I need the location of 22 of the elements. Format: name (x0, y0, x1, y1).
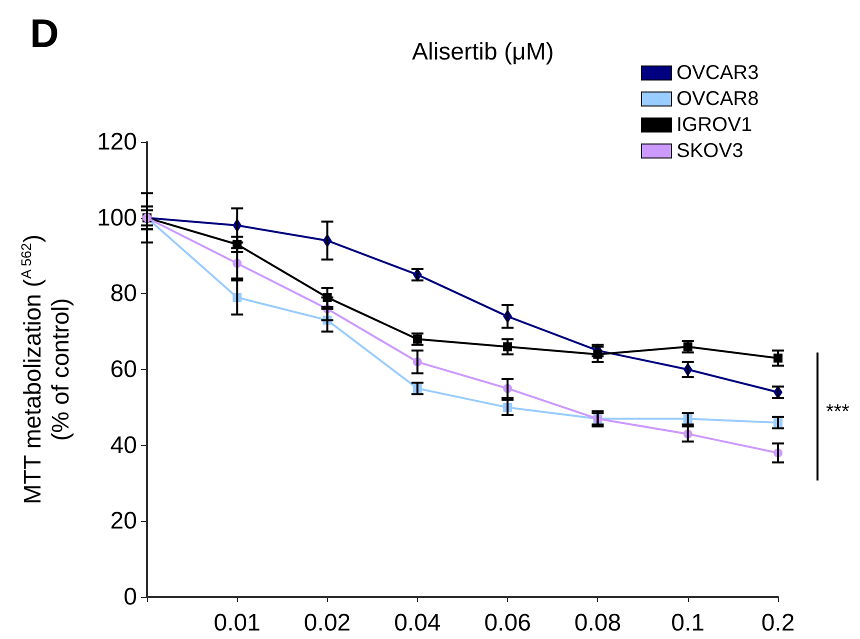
text: *** (826, 401, 850, 423)
legend-label: OVCAR8 (676, 88, 759, 110)
text: D (30, 12, 59, 56)
x-tick-label: 0.04 (394, 610, 441, 636)
x-tick-label: 0.2 (761, 610, 795, 636)
y-tick-label: 60 (110, 356, 137, 383)
x-tick-label: 0.01 (214, 610, 260, 636)
x-tick-label: 0.06 (484, 610, 531, 636)
legend-label: SKOV3 (676, 140, 744, 162)
y-tick-label: 40 (110, 432, 137, 459)
x-tick-label: 0.1 (671, 610, 705, 636)
x-tick-label: 0.02 (304, 610, 351, 636)
y-tick-label: 0 (124, 584, 137, 610)
legend-label: IGROV1 (676, 114, 752, 136)
y-tick-label: 20 (110, 508, 137, 535)
x-axis-title: Alisertib (μM) (412, 38, 554, 66)
legend-label: OVCAR3 (676, 62, 759, 84)
x-tick-label: 0.08 (574, 610, 622, 636)
text: MTT metabolization (A 562) (% of control) (18, 234, 74, 504)
y-tick-label: 80 (110, 280, 137, 308)
y-tick-label: 120 (96, 128, 137, 156)
y-tick-label: 100 (96, 204, 137, 232)
